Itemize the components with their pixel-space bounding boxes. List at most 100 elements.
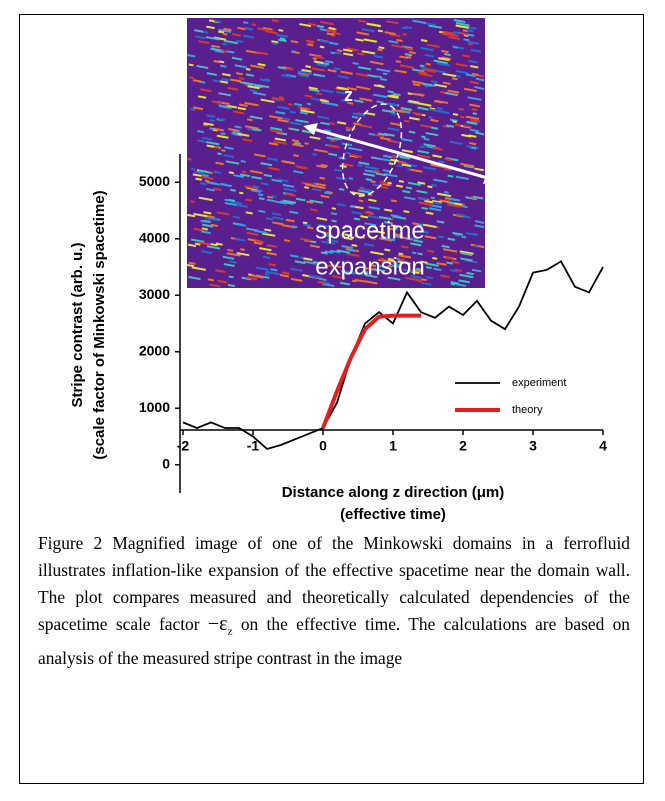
- inset-stripe: [395, 184, 403, 188]
- inset-stripe: [388, 40, 399, 44]
- inset-stripe: [341, 245, 353, 250]
- inset-stripe: [391, 264, 400, 268]
- inset-stripe: [456, 213, 466, 218]
- inset-stripe: [295, 119, 309, 124]
- inset-stripe: [215, 242, 223, 246]
- inset-stripe: [303, 260, 316, 265]
- inset-stripe: [225, 160, 240, 165]
- inset-stripe: [265, 270, 280, 276]
- inset-stripe: [343, 52, 354, 57]
- inset-stripe: [469, 128, 480, 133]
- inset-stripe: [359, 97, 373, 102]
- inset-stripe: [287, 103, 293, 106]
- inset-stripe: [326, 238, 339, 243]
- inset-stripe: [390, 94, 399, 98]
- inset-stripe: [360, 215, 369, 219]
- inset-stripe: [249, 169, 263, 175]
- inset-stripe: [459, 250, 474, 255]
- inset-stripe: [408, 130, 416, 134]
- inset-stripe: [218, 30, 225, 34]
- inset-stripe: [342, 48, 353, 53]
- inset-stripe: [417, 229, 429, 234]
- inset-ellipse: [341, 103, 403, 197]
- inset-stripe: [265, 30, 278, 35]
- inset-stripe: [256, 266, 269, 271]
- x-axis-label: Distance along z direction (μm): [282, 484, 505, 501]
- inset-stripe: [455, 24, 469, 29]
- inset-stripe: [461, 205, 468, 209]
- inset-stripe: [246, 231, 259, 236]
- inset-stripe: [349, 153, 362, 158]
- inset-stripe: [266, 198, 276, 203]
- inset-stripe: [336, 203, 346, 207]
- inset-stripe: [240, 248, 245, 251]
- inset-stripe: [317, 115, 330, 120]
- inset-stripe: [402, 268, 413, 273]
- inset-stripe: [382, 237, 396, 242]
- inset-stripe: [392, 227, 398, 230]
- inset-stripe: [216, 211, 230, 216]
- inset-stripe: [408, 116, 420, 121]
- inset-stripe: [239, 191, 244, 195]
- inset-stripe: [401, 163, 412, 168]
- inset-stripe: [401, 26, 408, 30]
- inset-stripe: [312, 152, 317, 156]
- inset-stripe: [419, 64, 425, 68]
- inset-stripe: [428, 116, 433, 119]
- inset-stripe: [470, 48, 482, 53]
- legend-label: experiment: [512, 377, 566, 389]
- inset-stripe: [245, 27, 252, 31]
- inset-stripe: [471, 108, 478, 112]
- inset-stripe: [306, 226, 314, 230]
- inset-stripe: [219, 64, 227, 68]
- inset-stripe: [334, 51, 341, 55]
- inset-stripe: [436, 106, 443, 110]
- inset-stripe: [211, 100, 223, 105]
- inset-stripe: [467, 40, 480, 45]
- inset-stripe: [280, 116, 291, 121]
- inset-stripe: [316, 164, 327, 169]
- inset-stripe: [454, 233, 460, 237]
- inset-stripe: [189, 76, 195, 80]
- inset-stripe: [294, 141, 301, 145]
- inset-stripe: [387, 276, 401, 281]
- inset-stripe: [362, 270, 369, 274]
- inset-stripe: [447, 89, 460, 94]
- inset-stripe: [304, 94, 313, 98]
- inset-stripe: [420, 124, 433, 129]
- inset-stripe: [191, 266, 206, 271]
- inset-stripe: [429, 207, 442, 212]
- inset-stripe: [257, 27, 269, 32]
- inset-stripe: [410, 168, 423, 173]
- inset-stripe: [299, 107, 308, 111]
- inset-stripe: [460, 257, 473, 262]
- inset-stripe: [359, 186, 365, 190]
- inset-stripe: [319, 176, 326, 180]
- inset-stripe: [438, 57, 450, 62]
- inset-stripe: [407, 92, 413, 95]
- inset-stripe: [226, 252, 241, 257]
- inset-stripe: [408, 181, 422, 187]
- inset-stripe: [260, 98, 275, 104]
- inset-stripe: [416, 154, 431, 159]
- inset-stripe: [425, 211, 434, 215]
- inset-stripe: [405, 276, 420, 282]
- inset-stripe: [223, 39, 238, 45]
- inset-stripe: [384, 221, 393, 225]
- inset-stripe: [228, 171, 234, 175]
- inset-stripe: [354, 234, 365, 239]
- inset-stripe: [227, 86, 239, 91]
- inset-stripe: [270, 268, 278, 272]
- inset-stripe: [449, 140, 463, 146]
- inset-stripe: [187, 243, 197, 248]
- inset-stripe: [443, 167, 450, 171]
- inset-stripe: [376, 100, 384, 104]
- inset-stripe: [227, 248, 234, 252]
- inset-stripe: [324, 250, 334, 254]
- inset-stripe: [449, 118, 458, 122]
- inset-stripe: [379, 181, 387, 185]
- inset-stripe: [471, 145, 480, 149]
- inset-stripe: [247, 85, 260, 90]
- inset-stripe: [240, 173, 251, 178]
- inset-stripe: [317, 223, 330, 228]
